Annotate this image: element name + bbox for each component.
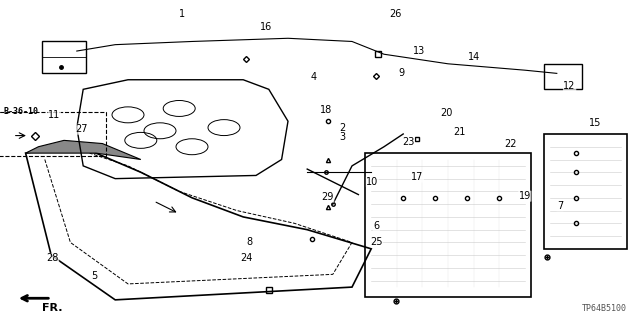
Text: 22: 22 bbox=[504, 138, 517, 149]
Text: TP64B5100: TP64B5100 bbox=[582, 304, 627, 313]
Text: 28: 28 bbox=[46, 253, 59, 263]
Text: FR.: FR. bbox=[42, 303, 62, 313]
Text: 24: 24 bbox=[240, 253, 253, 263]
Text: 27: 27 bbox=[76, 124, 88, 134]
Text: 20: 20 bbox=[440, 108, 453, 118]
Text: 18: 18 bbox=[320, 105, 333, 115]
Text: 16: 16 bbox=[259, 22, 272, 32]
Text: 25: 25 bbox=[370, 237, 383, 247]
Polygon shape bbox=[26, 140, 141, 160]
Text: 19: 19 bbox=[518, 191, 531, 201]
Text: 23: 23 bbox=[402, 137, 415, 147]
Text: 5: 5 bbox=[92, 271, 98, 281]
Text: 15: 15 bbox=[589, 118, 602, 128]
Text: 21: 21 bbox=[453, 127, 466, 137]
Text: 14: 14 bbox=[467, 52, 480, 63]
Text: 29: 29 bbox=[321, 192, 334, 202]
Text: 11: 11 bbox=[48, 110, 61, 120]
Text: 17: 17 bbox=[411, 172, 424, 182]
Text: 3: 3 bbox=[339, 132, 346, 142]
Text: 4: 4 bbox=[310, 71, 317, 82]
Text: 2: 2 bbox=[339, 122, 346, 133]
Text: 10: 10 bbox=[366, 177, 379, 187]
Text: 7: 7 bbox=[557, 201, 563, 211]
Text: B-36-10: B-36-10 bbox=[3, 108, 38, 116]
Text: 13: 13 bbox=[413, 46, 426, 56]
Text: 9: 9 bbox=[399, 68, 405, 78]
Text: 26: 26 bbox=[389, 9, 402, 19]
Text: 6: 6 bbox=[373, 221, 380, 232]
Text: 12: 12 bbox=[563, 81, 576, 91]
Text: 1: 1 bbox=[179, 9, 186, 19]
Text: 8: 8 bbox=[246, 237, 253, 247]
